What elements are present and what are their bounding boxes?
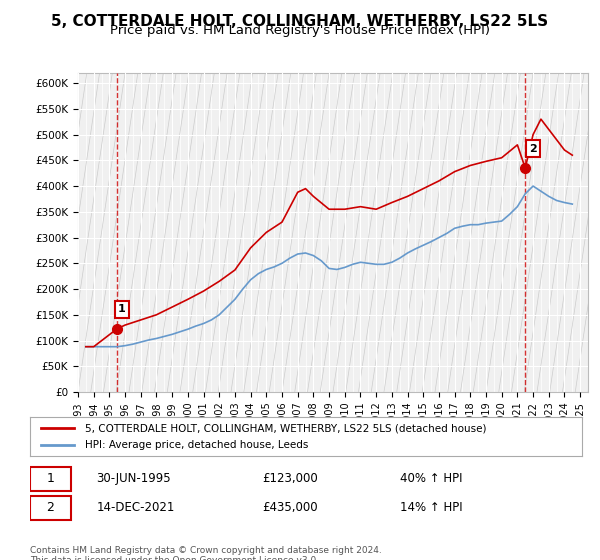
Text: 1: 1 [118, 304, 126, 314]
Text: £123,000: £123,000 [262, 472, 317, 484]
Text: HPI: Average price, detached house, Leeds: HPI: Average price, detached house, Leed… [85, 440, 308, 450]
Text: 2: 2 [529, 143, 537, 153]
Text: 30-JUN-1995: 30-JUN-1995 [96, 472, 171, 484]
Text: 14-DEC-2021: 14-DEC-2021 [96, 501, 175, 514]
Text: 5, COTTERDALE HOLT, COLLINGHAM, WETHERBY, LS22 5LS: 5, COTTERDALE HOLT, COLLINGHAM, WETHERBY… [52, 14, 548, 29]
Text: Price paid vs. HM Land Registry's House Price Index (HPI): Price paid vs. HM Land Registry's House … [110, 24, 490, 37]
Text: 5, COTTERDALE HOLT, COLLINGHAM, WETHERBY, LS22 5LS (detached house): 5, COTTERDALE HOLT, COLLINGHAM, WETHERBY… [85, 423, 487, 433]
FancyBboxPatch shape [30, 496, 71, 520]
FancyBboxPatch shape [30, 467, 71, 491]
Text: Contains HM Land Registry data © Crown copyright and database right 2024.
This d: Contains HM Land Registry data © Crown c… [30, 546, 382, 560]
Text: 40% ↑ HPI: 40% ↑ HPI [400, 472, 463, 484]
Text: 2: 2 [46, 501, 55, 514]
Text: 1: 1 [46, 472, 55, 484]
Text: 14% ↑ HPI: 14% ↑ HPI [400, 501, 463, 514]
Text: £435,000: £435,000 [262, 501, 317, 514]
